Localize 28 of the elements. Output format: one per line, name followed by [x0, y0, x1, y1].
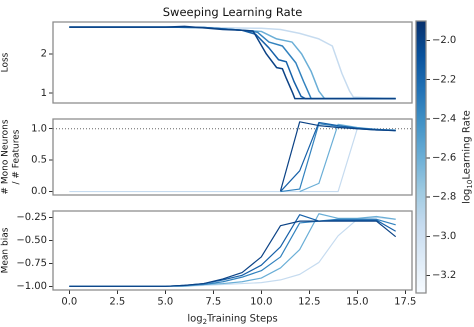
x-tick-label: 7.5	[205, 296, 222, 308]
x-tick-label: 0.0	[61, 296, 78, 308]
color-bar-label: −3.2	[432, 270, 456, 281]
y-axis-title: Mean bias	[0, 227, 11, 274]
y-axis-title: # Mono Neurons / # Features	[0, 119, 22, 195]
color-bar-label: −2.4	[432, 113, 456, 124]
x-tick-label: 15.0	[346, 296, 368, 308]
y-tick-label: 0.5	[31, 154, 47, 166]
y-tick-label: −1.00	[16, 280, 47, 292]
y-tick-label: −0.25	[16, 212, 47, 224]
y-tick-label: 0.0	[31, 186, 47, 198]
color-bar-label: −2.2	[432, 74, 456, 86]
color-bar-label: −3.0	[432, 230, 456, 242]
color-bar-label: −2.0	[432, 35, 456, 46]
y-tick-label: 1	[40, 88, 47, 99]
y-axis-title: Loss	[0, 52, 11, 72]
y-tick-label: 1.0	[31, 123, 47, 134]
x-tick-label: 2.5	[109, 296, 126, 308]
color-bar-label: −2.8	[432, 192, 456, 203]
y-tick-label: 2	[40, 48, 47, 60]
y-tick-label: −0.50	[16, 234, 47, 246]
color-bar-label: −2.6	[432, 152, 456, 164]
chart-title: Sweeping Learning Rate	[162, 4, 302, 19]
x-tick-label: 5.0	[157, 296, 174, 308]
x-tick-label: 12.5	[298, 296, 320, 308]
y-tick-label: −0.75	[16, 258, 47, 269]
x-tick-label: 17.5	[394, 296, 416, 308]
x-tick-label: 10.0	[250, 296, 272, 308]
